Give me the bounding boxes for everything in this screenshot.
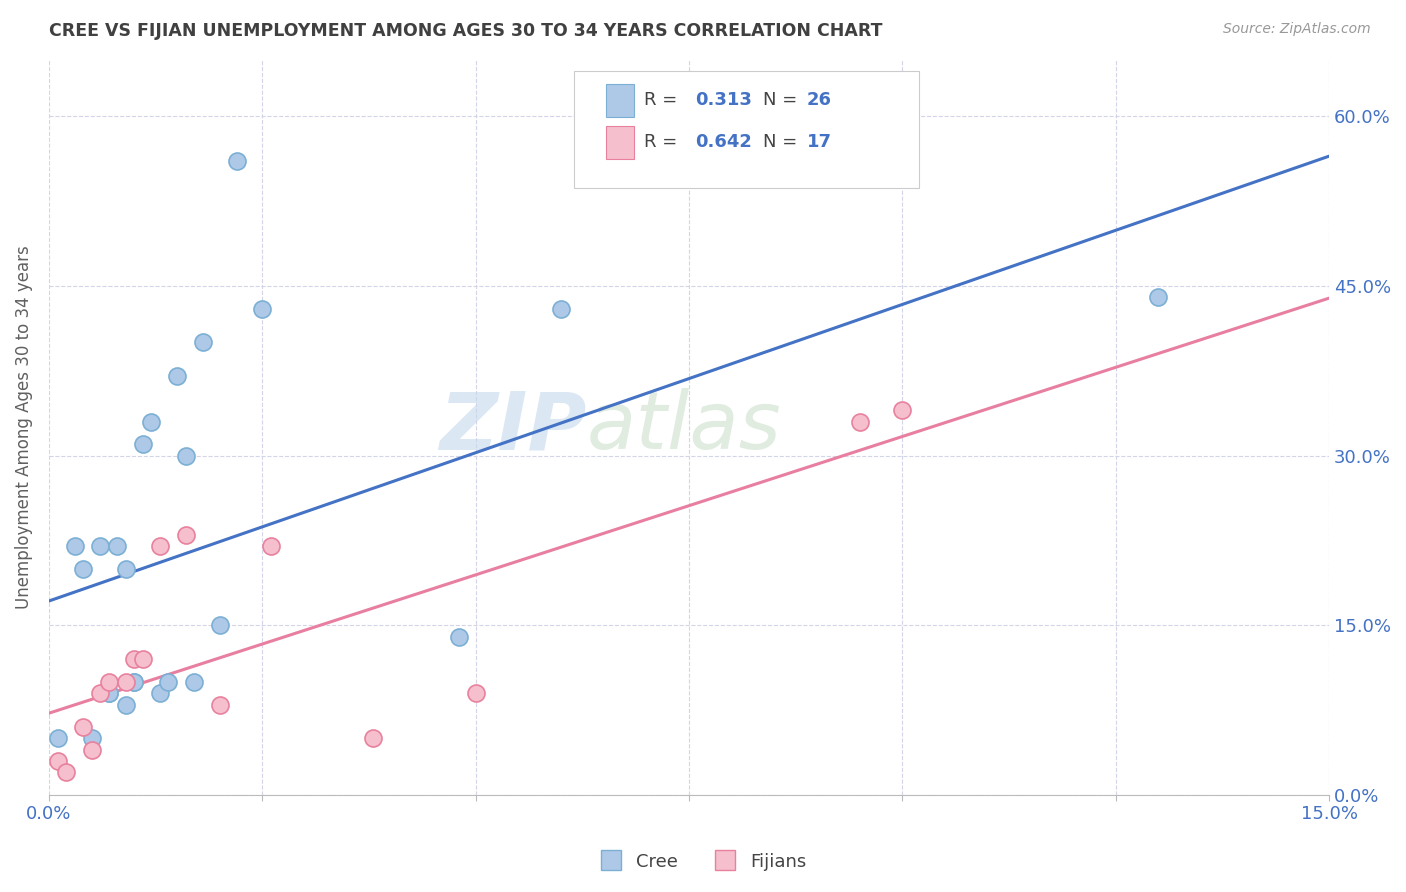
Fijians — [149, 539, 172, 553]
Fijians — [97, 674, 120, 689]
Text: R =: R = — [644, 91, 683, 109]
Fijians — [208, 698, 231, 712]
Bar — [606, 84, 634, 117]
Cree — [63, 539, 86, 553]
Cree — [157, 674, 180, 689]
Cree — [124, 674, 146, 689]
Fijians — [848, 415, 870, 429]
Text: R =: R = — [644, 133, 683, 151]
Cree — [149, 686, 172, 700]
Cree — [105, 539, 128, 553]
Fijians — [89, 686, 111, 700]
Cree — [208, 618, 231, 632]
Y-axis label: Unemployment Among Ages 30 to 34 years: Unemployment Among Ages 30 to 34 years — [15, 245, 32, 609]
Text: 26: 26 — [807, 91, 832, 109]
Cree — [89, 539, 111, 553]
Cree — [114, 698, 136, 712]
Fijians — [114, 674, 136, 689]
Cree — [132, 437, 155, 451]
Text: Source: ZipAtlas.com: Source: ZipAtlas.com — [1223, 22, 1371, 37]
Fijians — [46, 754, 69, 768]
Cree — [550, 301, 572, 316]
Fijians — [174, 528, 197, 542]
Cree — [124, 674, 146, 689]
Cree — [191, 335, 214, 350]
Cree — [46, 731, 69, 746]
Fijians — [72, 720, 94, 734]
Cree — [225, 154, 247, 169]
Cree — [72, 562, 94, 576]
Text: 17: 17 — [807, 133, 832, 151]
Fijians — [260, 539, 283, 553]
Cree — [252, 301, 274, 316]
Text: N =: N = — [763, 91, 803, 109]
Fijians — [80, 743, 103, 757]
Cree — [183, 674, 205, 689]
Text: 0.642: 0.642 — [696, 133, 752, 151]
Cree — [141, 415, 163, 429]
FancyBboxPatch shape — [574, 70, 920, 188]
Cree — [80, 731, 103, 746]
Text: CREE VS FIJIAN UNEMPLOYMENT AMONG AGES 30 TO 34 YEARS CORRELATION CHART: CREE VS FIJIAN UNEMPLOYMENT AMONG AGES 3… — [49, 22, 883, 40]
Cree — [1147, 290, 1170, 304]
Cree — [97, 686, 120, 700]
Cree — [174, 449, 197, 463]
Fijians — [55, 765, 77, 780]
Fijians — [891, 403, 914, 417]
Fijians — [464, 686, 486, 700]
Fijians — [124, 652, 146, 666]
Fijians — [361, 731, 384, 746]
Cree — [447, 630, 470, 644]
Legend: Cree, Fijians: Cree, Fijians — [592, 845, 814, 879]
Text: N =: N = — [763, 133, 803, 151]
Text: 0.313: 0.313 — [696, 91, 752, 109]
Cree — [97, 686, 120, 700]
Cree — [166, 369, 188, 384]
Fijians — [132, 652, 155, 666]
Text: ZIP: ZIP — [439, 388, 586, 467]
Cree — [114, 562, 136, 576]
Text: atlas: atlas — [586, 388, 782, 467]
Bar — [606, 126, 634, 159]
